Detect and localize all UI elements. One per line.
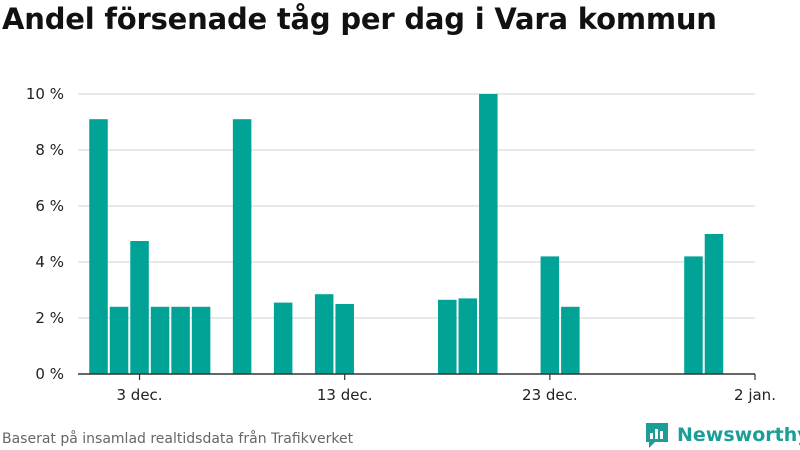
- y-tick-label: 0 %: [35, 365, 64, 383]
- bar: [561, 306, 580, 374]
- bar: [191, 306, 211, 374]
- source-note: Baserat på insamlad realtidsdata från Tr…: [2, 431, 354, 447]
- bars: [89, 94, 724, 374]
- x-axis-ticks: [138, 374, 756, 380]
- bar: [479, 94, 498, 374]
- bar: [704, 234, 724, 374]
- y-tick-label: 6 %: [35, 197, 64, 215]
- y-tick-label: 2 %: [35, 309, 64, 327]
- bar: [109, 306, 129, 374]
- bar: [540, 256, 560, 374]
- brand-name: Newsworthy: [677, 424, 800, 446]
- bar: [458, 298, 478, 374]
- bar: [171, 306, 190, 374]
- x-tick-label: 13 dec.: [317, 386, 373, 404]
- x-tick-label: 3 dec.: [117, 386, 163, 404]
- bar: [684, 256, 703, 374]
- x-axis-labels: 3 dec. 13 dec. 23 dec. 2 jan.: [117, 386, 776, 404]
- y-tick-label: 4 %: [35, 253, 64, 271]
- bar: [130, 241, 149, 374]
- bar: [335, 304, 354, 374]
- y-tick-label: 8 %: [35, 141, 64, 159]
- newsworthy-logo-icon: [646, 423, 668, 448]
- bar: [150, 306, 170, 374]
- bar: [232, 119, 252, 374]
- x-tick-label: 23 dec.: [522, 386, 578, 404]
- brand-logo[interactable]: Newsworthy: [644, 421, 800, 449]
- y-axis-labels: 0 % 2 % 4 % 6 % 8 % 10 %: [26, 85, 64, 383]
- bar: [273, 302, 293, 374]
- bar: [314, 294, 334, 374]
- gridlines: [78, 93, 755, 319]
- x-tick-label: 2 jan.: [734, 386, 776, 404]
- chart-title: Andel försenade tåg per dag i Vara kommu…: [2, 2, 717, 36]
- bar: [438, 299, 457, 374]
- bar: [89, 119, 108, 374]
- y-tick-label: 10 %: [26, 85, 64, 103]
